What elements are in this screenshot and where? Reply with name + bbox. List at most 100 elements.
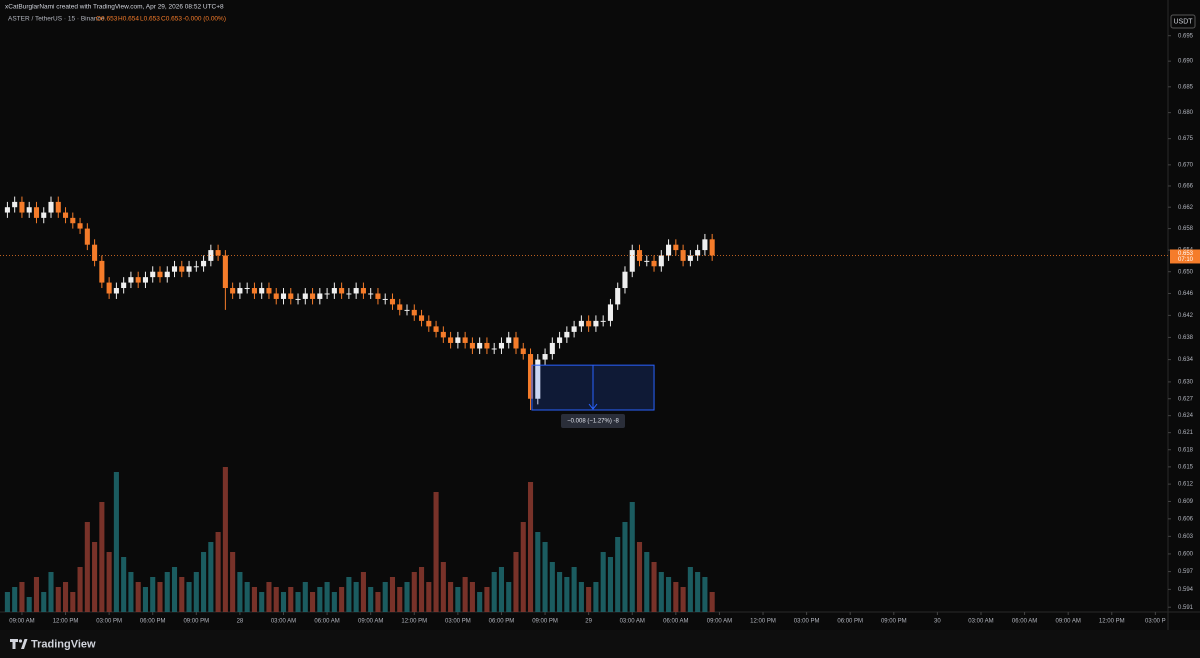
candle-body [702, 239, 708, 251]
candle-body [317, 293, 323, 299]
volume-bar [26, 597, 32, 612]
candle-body [113, 288, 119, 294]
x-tick-label: 03:00 AM [968, 619, 993, 625]
volume-bar [331, 592, 337, 612]
candle-body [564, 331, 570, 338]
volume-bar [92, 542, 98, 612]
volume-bar [636, 542, 643, 612]
y-tick-label: 0.634 [1178, 357, 1194, 363]
x-tick-label: 09:00 AM [707, 619, 732, 625]
volume-bar [513, 552, 519, 612]
candle-body [324, 293, 330, 295]
volume-bar [41, 592, 47, 612]
candle-body [709, 239, 715, 256]
candle-body [215, 250, 221, 256]
candle-body [251, 288, 257, 294]
volume-bar [4, 592, 10, 612]
candle-body [70, 217, 76, 224]
candle-body [586, 320, 592, 327]
x-tick-label: 06:00 PM [140, 619, 166, 625]
y-tick-label: 0.680 [1178, 110, 1194, 116]
candle-body [26, 207, 32, 213]
volume-bar [186, 582, 192, 612]
candle-body [498, 342, 505, 349]
volume-bar [251, 587, 257, 612]
volume-bar [498, 567, 505, 612]
volume-bar [557, 572, 563, 612]
volume-bar [113, 472, 119, 612]
x-tick-label: 09:00 AM [1055, 619, 1080, 625]
volume-bar [586, 587, 592, 612]
volume-bar [629, 502, 635, 612]
candle-body [48, 201, 54, 213]
volume-bar [55, 587, 61, 612]
volume-bar [48, 572, 54, 612]
volume-bar [426, 582, 432, 612]
currency-box[interactable] [1170, 14, 1196, 29]
volume-bar [607, 557, 613, 612]
volume-bar [77, 567, 83, 612]
volume-bar [339, 587, 345, 612]
volume-bar [157, 582, 163, 612]
candle-body [92, 244, 98, 261]
y-tick-label: 0.662 [1178, 205, 1194, 211]
candle-body [382, 298, 388, 300]
candle-body [142, 277, 148, 283]
volume-pane [4, 467, 715, 612]
volume-bar [280, 592, 287, 612]
candle-body [535, 359, 541, 399]
x-tick-label: 03:00 AM [271, 619, 296, 625]
volume-bar [208, 542, 214, 612]
candle-body [549, 342, 555, 355]
volume-bar [564, 577, 570, 612]
volume-bar [535, 532, 541, 612]
volume-bar [527, 482, 534, 612]
volume-bar [310, 592, 316, 612]
candle-body [288, 293, 294, 299]
volume-bar [19, 582, 25, 612]
candle-body [368, 293, 374, 295]
volume-bar [484, 587, 490, 612]
volume-bar [324, 582, 330, 612]
volume-bar [578, 582, 584, 612]
legend-symbol: ASTER / TetherUS · 15 · Binance [8, 16, 105, 23]
volume-bar [244, 582, 250, 612]
x-tick-label: 03:00 P [1145, 619, 1166, 625]
currency[interactable]: USDT [1173, 18, 1193, 25]
volume-bar [237, 572, 243, 612]
candle-body [658, 255, 664, 267]
x-tick-label: 09:00 PM [183, 619, 209, 625]
candle-body [557, 337, 563, 343]
candle-body [84, 228, 90, 245]
volume-bar [520, 522, 526, 612]
candle-body [339, 288, 345, 294]
candle-body [622, 271, 628, 289]
volume-bar [687, 567, 693, 612]
volume-bar [121, 557, 127, 612]
candle-body [375, 293, 381, 299]
y-tick-label: 0.612 [1178, 482, 1194, 488]
volume-bar [477, 592, 483, 612]
volume-bar [448, 582, 454, 612]
measure-label-box [561, 414, 626, 429]
y-tick-label: 0.627 [1178, 396, 1194, 402]
y-tick-label: 0.591 [1178, 605, 1194, 611]
candle-body [295, 298, 301, 300]
candle-body [426, 320, 432, 327]
volume-bar [651, 562, 657, 612]
volume-bar [666, 577, 672, 612]
x-tick-label: 09:00 AM [9, 619, 34, 625]
volume-bar [150, 577, 156, 612]
y-tick-label: 0.621 [1178, 430, 1194, 436]
y-tick-label: 0.615 [1178, 464, 1194, 470]
candle-body [186, 266, 192, 272]
x-tick-label: 29 [585, 619, 592, 625]
volume-bar [389, 577, 396, 612]
candle-body [273, 293, 279, 299]
y-tick-label: 0.594 [1178, 587, 1194, 593]
volume-bar [266, 582, 272, 612]
volume-bar [433, 492, 439, 612]
volume-bar [222, 467, 228, 612]
